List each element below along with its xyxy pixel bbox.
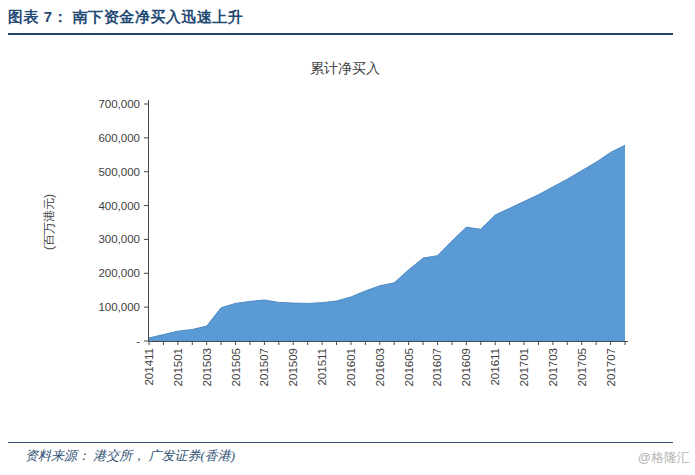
footer-divider-line [8, 442, 673, 443]
x-axis-tick-label: 201611 [489, 348, 501, 386]
y-axis-tick-label: 100,000 [98, 301, 140, 313]
y-axis-tick-label: 600,000 [98, 132, 140, 144]
area-chart: - 100,000 200,000 300,000 400,000 500,000 600,… [0, 0, 695, 475]
data-source-text: 资料来源： 港交所， 广发证券(香港) [25, 447, 235, 465]
x-axis-tick-label: 201509 [287, 348, 299, 386]
x-axis-tick-label: 201507 [258, 348, 270, 386]
y-axis-tick-label: 400,000 [98, 200, 140, 212]
x-axis-tick-label: 201503 [201, 348, 213, 386]
area-series [149, 145, 625, 341]
x-axis-tick-label: 201701 [518, 348, 530, 386]
x-axis-tick-label: 201707 [605, 348, 617, 386]
x-axis-tick-label: 201601 [345, 348, 357, 386]
y-axis-tick-label: 200,000 [98, 267, 140, 279]
y-axis-title: (百万港元) [42, 194, 56, 250]
x-axis-tick-label: 201609 [460, 348, 472, 386]
y-axis-tick-label: 300,000 [98, 233, 140, 245]
x-axis-tick-label: 201703 [547, 348, 559, 386]
x-axis-tick-label: 201607 [431, 348, 443, 386]
x-axis-tick-label: 201605 [403, 348, 415, 386]
x-axis-tick-label: 201501 [172, 348, 184, 386]
watermark-text: @格隆汇 [638, 449, 690, 467]
x-axis-tick-label: 201705 [576, 348, 588, 386]
x-axis-tick-label: 201511 [316, 348, 328, 386]
y-axis-tick-label: 500,000 [98, 166, 140, 178]
x-axis-tick-label: 201505 [230, 348, 242, 386]
y-axis-tick-label: 700,000 [98, 98, 140, 110]
x-axis-tick-label: 201603 [374, 348, 386, 386]
y-axis-tick-label: - [136, 335, 140, 347]
x-axis-tick-label: 201411 [143, 348, 155, 386]
